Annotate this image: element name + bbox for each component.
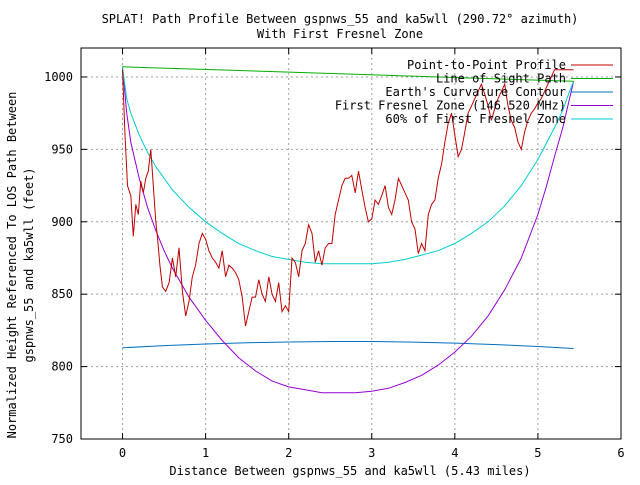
y-axis-label-line1: Normalized Height Referenced To LOS Path… (5, 92, 19, 439)
series-line-profile (122, 69, 574, 327)
y-tick-label: 950 (51, 142, 73, 156)
x-tick-label: 5 (534, 446, 541, 460)
x-tick-label: 4 (451, 446, 458, 460)
series-line-fresnel60 (122, 66, 575, 265)
y-tick-label: 750 (51, 432, 73, 446)
y-tick-label: 850 (51, 287, 73, 301)
chart-subtitle: With First Fresnel Zone (257, 27, 423, 41)
x-tick-label: 6 (617, 446, 624, 460)
axis-ticks: 0 1 2 3 4 5 6 750 800 850 900 950 1000 (44, 48, 625, 460)
legend-label-fresnel60: 60% of First Fresnel Zone (385, 112, 566, 126)
y-tick-label: 900 (51, 215, 73, 229)
x-axis-label: Distance Between gspnws_55 and ka5wll (5… (169, 464, 530, 478)
legend-label-fresnel: First Fresnel Zone (146.520 MHz) (335, 99, 566, 113)
series-group (122, 66, 575, 394)
x-tick-label: 3 (368, 446, 375, 460)
x-tick-label: 0 (119, 446, 126, 460)
legend-label-profile: Point-to-Point Profile (407, 58, 566, 72)
series-line-fresnel (122, 66, 575, 394)
y-tick-label: 1000 (44, 70, 73, 84)
x-tick-label: 2 (285, 446, 292, 460)
series-line-earth (122, 341, 574, 349)
legend-label-los: Line of Sight Path (436, 72, 566, 86)
y-tick-label: 800 (51, 360, 73, 374)
chart-title: SPLAT! Path Profile Between gspnws_55 an… (102, 12, 579, 26)
grid (81, 48, 621, 439)
series-line-los (122, 66, 574, 82)
plot-frame (80, 47, 622, 440)
x-tick-label: 1 (202, 446, 209, 460)
y-axis-label-line2: gspnws_55 and ka5wll (feet) (22, 167, 36, 362)
legend-label-earth: Earth's Curvature Contour (385, 85, 566, 99)
